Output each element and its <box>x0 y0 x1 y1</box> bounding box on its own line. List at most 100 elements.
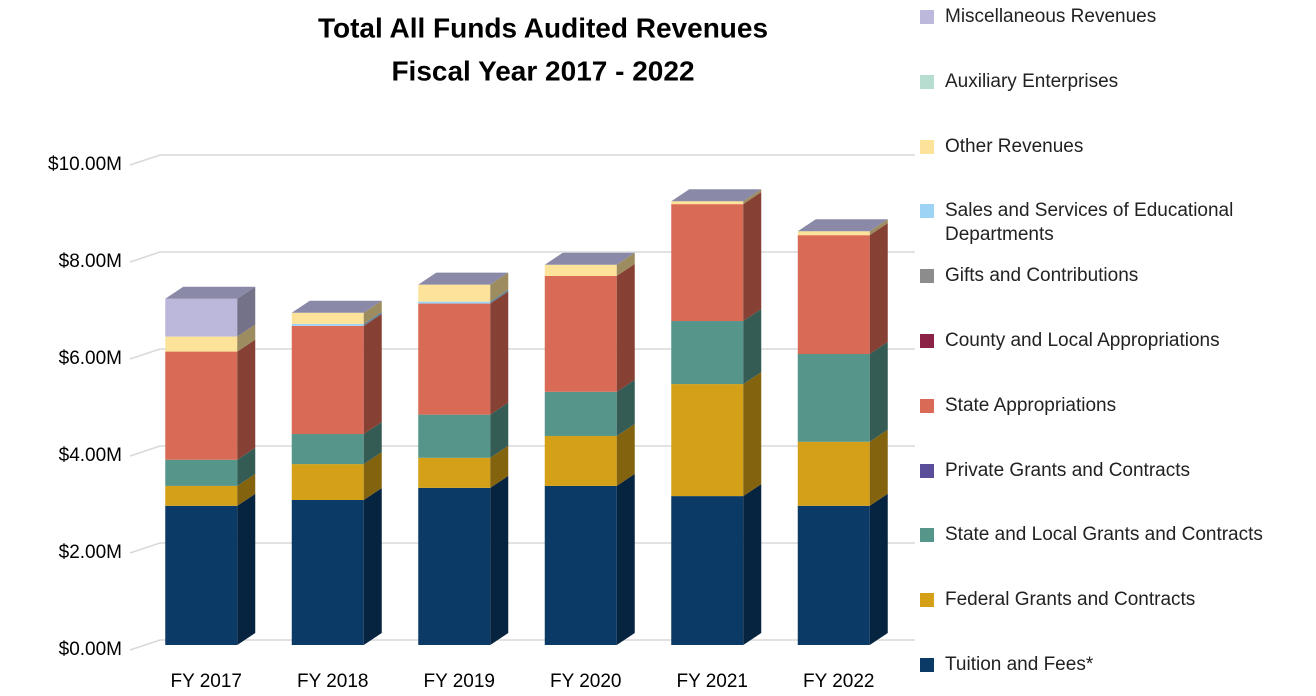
bar-side <box>743 192 762 322</box>
bar-segment <box>418 301 491 304</box>
y-tick-label: $10.00M <box>48 154 122 175</box>
grid-line <box>129 154 915 166</box>
bar-top <box>797 219 888 232</box>
bar-top <box>671 189 762 202</box>
legend-label: State Appropriations <box>945 394 1117 416</box>
legend-swatch <box>920 139 934 154</box>
bar-segment <box>671 204 744 322</box>
x-tick-label: FY 2019 <box>424 671 495 692</box>
bar-top <box>544 252 635 265</box>
bar-side <box>616 252 635 276</box>
bar-side <box>237 447 256 486</box>
bar-segment <box>165 336 238 352</box>
legend-label: Tuition and Fees* <box>945 654 1094 675</box>
grid-line <box>129 639 915 651</box>
bar-side <box>616 379 635 436</box>
bar-side <box>363 313 382 435</box>
grid-line <box>129 251 915 263</box>
bar-segment <box>797 231 870 236</box>
bar-segment <box>418 457 491 488</box>
legend-swatch <box>920 204 934 219</box>
bar-top <box>418 272 509 285</box>
bar-segment <box>544 391 617 436</box>
bar-side <box>490 402 509 458</box>
bar-segment <box>544 485 617 645</box>
bar-side <box>743 372 762 497</box>
bar-side <box>237 339 256 460</box>
x-tick-label: FY 2020 <box>550 671 621 692</box>
bar-side <box>363 311 382 326</box>
bar-segment <box>418 487 491 645</box>
bar-segment <box>671 201 744 205</box>
x-tick-label: FY 2018 <box>297 671 368 692</box>
legend-label: Other Revenues <box>945 135 1084 157</box>
bar-side <box>490 272 509 302</box>
bar-segment <box>165 505 238 645</box>
legend-swatch <box>920 10 934 24</box>
bar-segment <box>291 499 364 645</box>
bar-side <box>363 300 382 324</box>
bar-segment <box>291 325 364 435</box>
legend-label: Sales and Services of Educational Depart… <box>945 200 1234 246</box>
grid-line <box>129 445 915 457</box>
bar-segment <box>291 434 364 465</box>
bar-side <box>363 452 382 500</box>
bar-side <box>237 286 256 337</box>
legend-swatch <box>920 593 934 608</box>
bar-segment <box>291 464 364 500</box>
bar-segment <box>671 496 744 645</box>
bar-side <box>237 493 256 645</box>
bar-segment <box>418 284 491 302</box>
grid-line <box>129 542 915 554</box>
bar-side <box>869 219 888 236</box>
y-tick-label: $4.00M <box>59 445 122 466</box>
x-tick-label: FY 2017 <box>171 671 242 692</box>
bar-side <box>743 189 762 205</box>
legend-label: Private Grants and Contracts <box>945 459 1190 481</box>
legend-swatch <box>920 269 934 284</box>
bar-side <box>616 263 635 392</box>
y-tick-label: $6.00M <box>59 348 122 369</box>
bar-side <box>743 309 762 385</box>
bar-side <box>869 493 888 645</box>
legend-label: Miscellaneous Revenues <box>945 6 1157 27</box>
bar-side <box>363 487 382 645</box>
bar-side <box>616 473 635 645</box>
x-tick-label: FY 2021 <box>677 671 748 692</box>
legend-label: Federal Grants and Contracts <box>945 589 1196 611</box>
bar-side <box>363 422 382 465</box>
legend-label: County and Local Appropriations <box>945 330 1220 351</box>
bar-segment <box>165 298 238 337</box>
bar-top <box>165 286 256 299</box>
grid-line <box>129 348 915 360</box>
bar-segment <box>544 275 617 392</box>
legend-swatch <box>920 334 934 348</box>
legend-swatch <box>920 74 934 89</box>
bar-side <box>869 342 888 442</box>
bar-side <box>490 475 509 645</box>
legend-swatch <box>920 528 934 543</box>
bar-top <box>291 300 382 313</box>
y-tick-label: $2.00M <box>59 542 122 563</box>
y-tick-label: $8.00M <box>59 251 122 272</box>
bar-segment <box>671 321 744 385</box>
bar-side <box>237 324 256 352</box>
bar-side <box>490 445 509 488</box>
x-tick-label: FY 2022 <box>803 671 874 692</box>
bar-segment <box>418 414 491 458</box>
bar-side <box>237 473 256 506</box>
bar-side <box>743 484 762 645</box>
bar-segment <box>544 264 617 276</box>
bar-segment <box>797 235 870 354</box>
bar-segment <box>165 485 238 506</box>
bar-segment <box>797 505 870 645</box>
bar-side <box>869 429 888 506</box>
y-tick-label: $0.00M <box>59 639 122 660</box>
legend-swatch <box>920 398 934 413</box>
legend-swatch <box>920 658 934 672</box>
bar-segment <box>544 435 617 486</box>
bar-side <box>490 291 509 415</box>
legend-label: Gifts and Contributions <box>945 265 1139 287</box>
